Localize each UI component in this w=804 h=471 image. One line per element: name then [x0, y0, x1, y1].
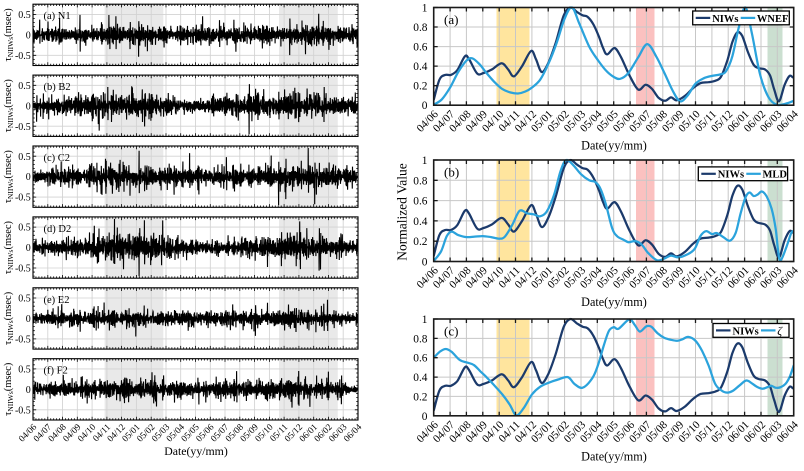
svg-text:0.5: 0.5: [18, 10, 31, 21]
svg-text:0.8: 0.8: [413, 22, 428, 34]
svg-text:(a): (a): [444, 12, 458, 27]
svg-text:ζ: ζ: [777, 323, 783, 337]
svg-text:(b) B2: (b) B2: [44, 82, 71, 93]
svg-text:τNIIWs(msec): τNIIWs(msec): [3, 291, 15, 345]
svg-text:0: 0: [26, 31, 31, 42]
svg-text:0.4: 0.4: [413, 61, 428, 73]
svg-text:0.2: 0.2: [413, 391, 428, 403]
svg-text:(c): (c): [444, 324, 458, 339]
svg-text:1: 1: [422, 314, 428, 326]
svg-text:0.5: 0.5: [18, 365, 31, 376]
svg-text:Date(yy/mm): Date(yy/mm): [581, 139, 647, 153]
svg-text:0: 0: [26, 101, 31, 112]
svg-text:(f) F2: (f) F2: [44, 366, 68, 377]
svg-text:0.5: 0.5: [18, 223, 31, 234]
svg-text:0.8: 0.8: [413, 175, 428, 187]
svg-text:0: 0: [26, 243, 31, 254]
svg-text:Normalized Value: Normalized Value: [395, 163, 410, 261]
svg-text:0: 0: [26, 172, 31, 183]
svg-text:0.5: 0.5: [18, 152, 31, 163]
svg-text:(c) C2: (c) C2: [44, 153, 71, 164]
svg-text:(d) D2: (d) D2: [44, 224, 72, 235]
svg-text:-0.5: -0.5: [15, 405, 31, 416]
svg-text:0: 0: [26, 314, 31, 325]
svg-text:0: 0: [422, 257, 428, 269]
svg-text:-0.5: -0.5: [15, 335, 31, 346]
svg-text:WNEF: WNEF: [757, 14, 789, 25]
svg-text:(a) N1: (a) N1: [44, 11, 71, 22]
svg-text:0.6: 0.6: [413, 196, 428, 208]
svg-text:τNIIWs(msec): τNIIWs(msec): [3, 150, 15, 204]
svg-text:1: 1: [422, 155, 428, 167]
svg-text:0.6: 0.6: [413, 42, 428, 54]
svg-text:Date(yy/mm): Date(yy/mm): [581, 449, 647, 463]
svg-text:0.5: 0.5: [18, 294, 31, 305]
svg-text:τNIIWs(msec): τNIIWs(msec): [3, 220, 15, 274]
svg-text:0: 0: [422, 411, 428, 423]
svg-text:(e) E2: (e) E2: [44, 295, 70, 306]
svg-text:-0.5: -0.5: [15, 122, 31, 133]
svg-text:0.4: 0.4: [413, 216, 428, 228]
svg-text:0.2: 0.2: [413, 81, 428, 93]
svg-text:0: 0: [422, 100, 428, 112]
svg-text:-0.5: -0.5: [15, 193, 31, 204]
svg-text:0.8: 0.8: [413, 333, 428, 345]
svg-text:0.6: 0.6: [413, 353, 428, 365]
svg-text:NIWs: NIWs: [733, 326, 759, 337]
svg-text:MLD: MLD: [763, 170, 788, 181]
svg-text:τNIIWs(msec): τNIIWs(msec): [3, 79, 15, 133]
svg-text:τNIIWs(msec): τNIIWs(msec): [3, 8, 15, 62]
svg-text:Date(yy/mm): Date(yy/mm): [581, 295, 647, 309]
svg-text:0.2: 0.2: [413, 236, 428, 248]
svg-text:NIWs: NIWs: [712, 14, 738, 25]
svg-text:-0.5: -0.5: [15, 264, 31, 275]
svg-text:0: 0: [26, 385, 31, 396]
svg-text:0.5: 0.5: [18, 81, 31, 92]
svg-text:NIWs: NIWs: [718, 170, 744, 181]
svg-text:0.4: 0.4: [413, 372, 428, 384]
svg-text:(b): (b): [444, 165, 459, 180]
svg-text:1: 1: [422, 3, 428, 15]
svg-text:-0.5: -0.5: [15, 51, 31, 62]
svg-text:τNIIWs(msec): τNIIWs(msec): [3, 362, 15, 416]
svg-text:Date(yy/mm): Date(yy/mm): [164, 444, 228, 458]
